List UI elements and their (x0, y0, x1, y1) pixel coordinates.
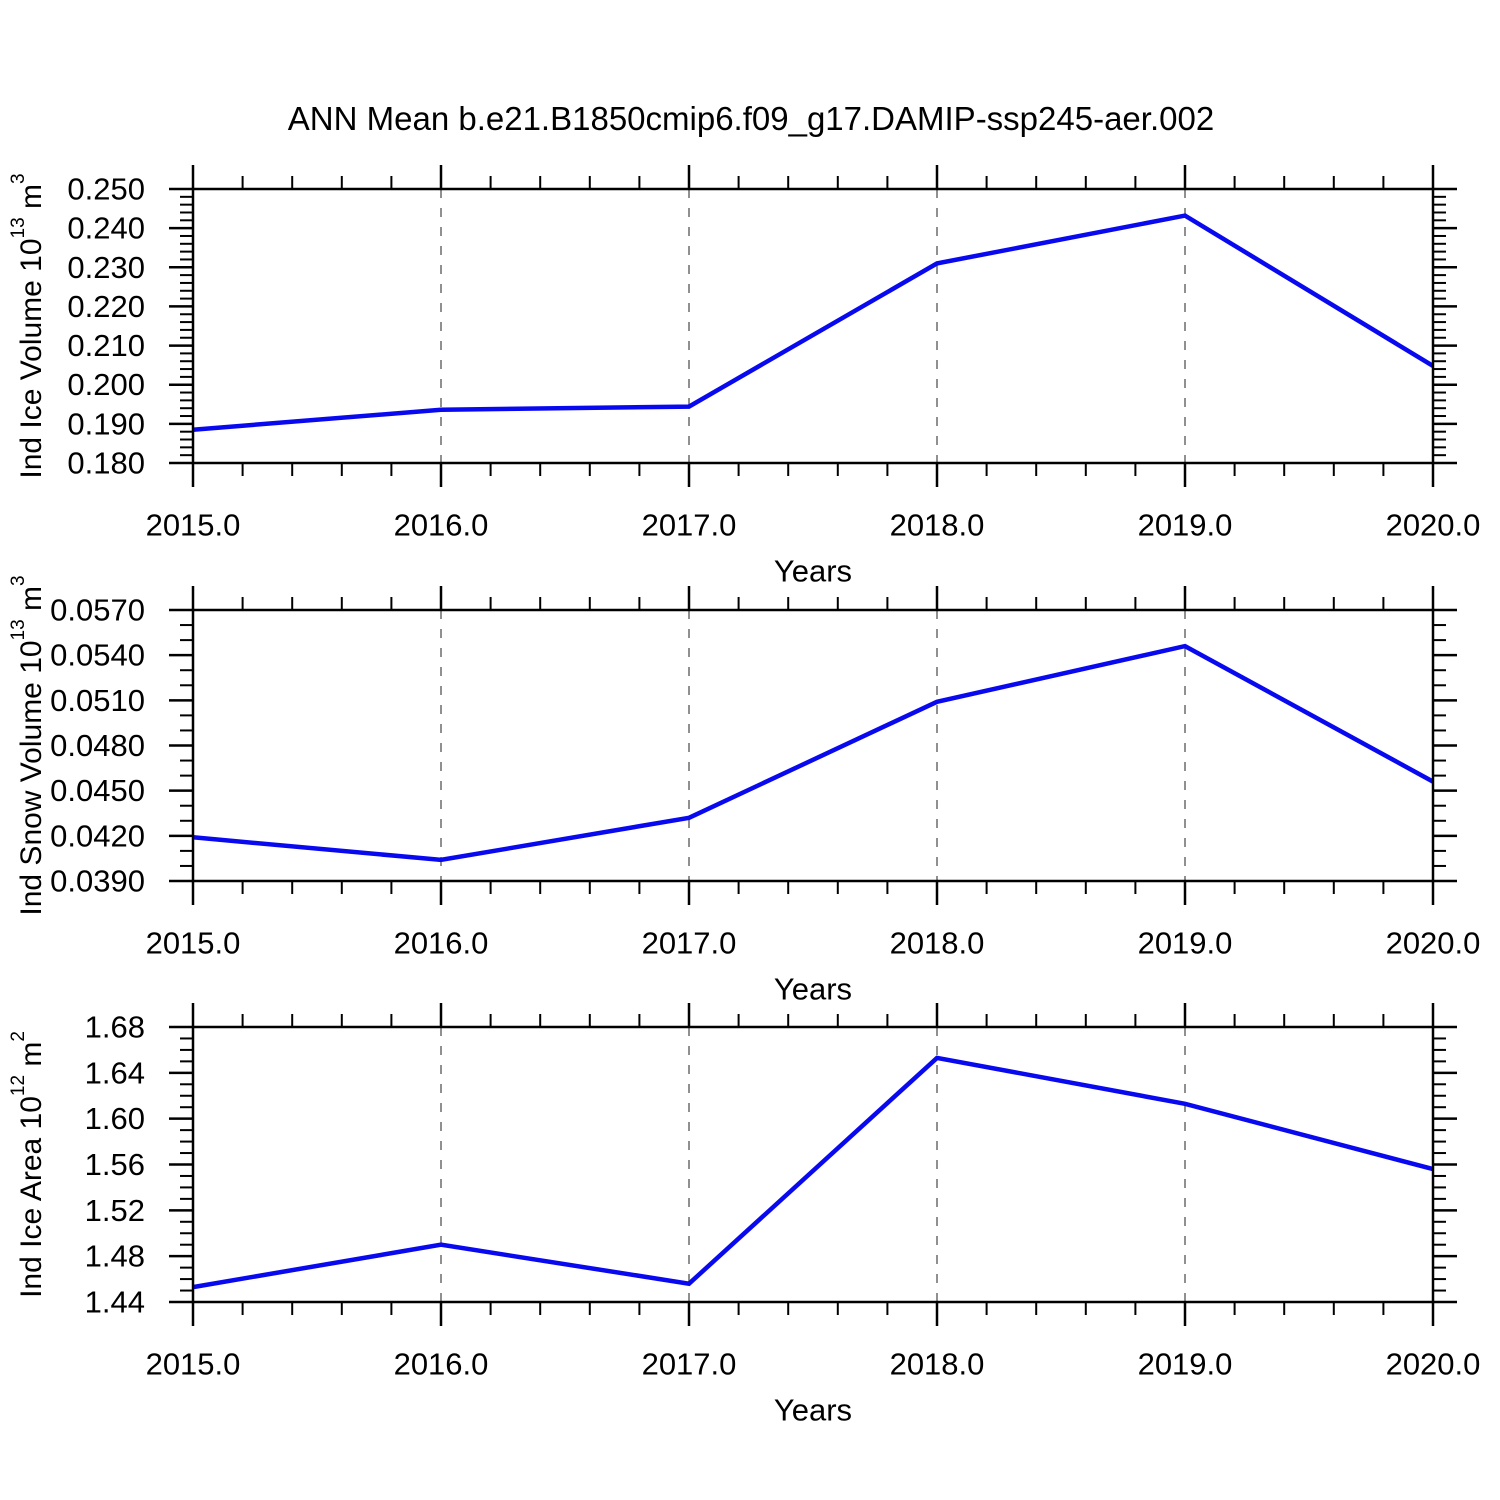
x-tick-label: 2015.0 (146, 1347, 241, 1382)
x-tick-label: 2019.0 (1138, 1347, 1233, 1382)
y-tick-label: 0.250 (67, 172, 145, 207)
chart-panel: 2015.0 2016.0 2017.0 2018.0 2019.0 2020.0 0.03… (8, 575, 1481, 1006)
y-axis-title-text: m (15, 184, 48, 217)
chart-panel: 2015.0 2016.0 2017.0 2018.0 2019.0 2020.0 0.18… (8, 165, 1481, 589)
x-tick-label: 2020.0 (1386, 1347, 1481, 1382)
chart-title: ANN Mean b.e21.B1850cmip6.f09_g17.DAMIP-… (287, 100, 1215, 137)
y-axis-title-sup: 13 (8, 217, 29, 238)
x-tick-label: 2018.0 (890, 1347, 985, 1382)
y-axis-title-text: m (15, 1042, 48, 1075)
y-tick-label: 1.48 (85, 1239, 145, 1274)
y-axis-title-sup: 12 (8, 1075, 29, 1096)
y-tick-label: 0.0420 (50, 818, 145, 853)
y-tick-label: 1.60 (85, 1101, 145, 1136)
y-axis-title-sup: 13 (8, 619, 29, 640)
y-tick-label: 0.0540 (50, 638, 145, 673)
y-tick-label: 1.56 (85, 1147, 145, 1182)
x-tick-label: 2020.0 (1386, 508, 1481, 543)
y-tick-label: 0.220 (67, 289, 145, 324)
y-axis-title: Ind Ice Volume 1013 m3 (8, 173, 48, 478)
x-tick-label: 2019.0 (1138, 926, 1233, 961)
x-tick-label: 2015.0 (146, 926, 241, 961)
y-tick-label: 0.0480 (50, 728, 145, 763)
y-tick-label: 1.64 (85, 1055, 145, 1090)
y-tick-label: 0.190 (67, 406, 145, 441)
data-line (192, 1055, 1434, 1290)
plot-border (191, 187, 1435, 465)
y-axis-title-sup: 2 (8, 1031, 29, 1042)
x-tick-label: 2016.0 (394, 508, 489, 543)
data-line (192, 213, 1435, 432)
y-tick-label: 0.200 (67, 367, 145, 402)
y-tick-label: 0.210 (67, 328, 145, 363)
x-axis-title: Years (774, 972, 852, 1007)
plot-border (191, 608, 1435, 883)
x-tick-label: 2016.0 (394, 926, 489, 961)
y-tick-label: 1.52 (85, 1193, 145, 1228)
x-axis-title: Years (774, 554, 852, 589)
data-line (192, 643, 1435, 863)
y-tick-label: 1.44 (85, 1285, 145, 1320)
x-axis-title: Years (774, 1393, 852, 1428)
chart-panel: 2015.0 2016.0 2017.0 2018.0 2019.0 2020.0 1.44… (8, 1003, 1481, 1428)
y-tick-label: 0.180 (67, 446, 145, 481)
y-axis-title: Ind Snow Volume 1013 m3 (8, 575, 48, 915)
y-tick-label: 0.230 (67, 250, 145, 285)
y-axis-title-text: m (15, 586, 48, 619)
y-axis-title-text: Ind Snow Volume 10 (15, 640, 48, 915)
y-axis-title-text: Ind Ice Volume 10 (15, 238, 48, 478)
y-tick-label: 0.0510 (50, 683, 145, 718)
y-axis-title: Ind Ice Area 1012 m2 (8, 1031, 48, 1298)
x-tick-label: 2016.0 (394, 1347, 489, 1382)
y-tick-label: 0.0390 (50, 864, 145, 899)
x-tick-label: 2017.0 (642, 508, 737, 543)
y-tick-label: 0.240 (67, 211, 145, 246)
x-tick-label: 2015.0 (146, 508, 241, 543)
y-tick-label: 1.68 (85, 1010, 145, 1045)
y-tick-label: 0.0450 (50, 773, 145, 808)
x-tick-label: 2017.0 (642, 926, 737, 961)
y-axis-title-sup: 3 (8, 173, 29, 184)
y-tick-label: 0.0570 (50, 593, 145, 628)
plot-border (191, 1025, 1435, 1304)
x-tick-label: 2018.0 (890, 926, 985, 961)
y-axis-title-text: Ind Ice Area 10 (15, 1096, 48, 1298)
x-tick-label: 2018.0 (890, 508, 985, 543)
y-axis-title-sup: 3 (8, 575, 29, 586)
x-tick-label: 2017.0 (642, 1347, 737, 1382)
x-tick-label: 2019.0 (1138, 508, 1233, 543)
x-tick-label: 2020.0 (1386, 926, 1481, 961)
